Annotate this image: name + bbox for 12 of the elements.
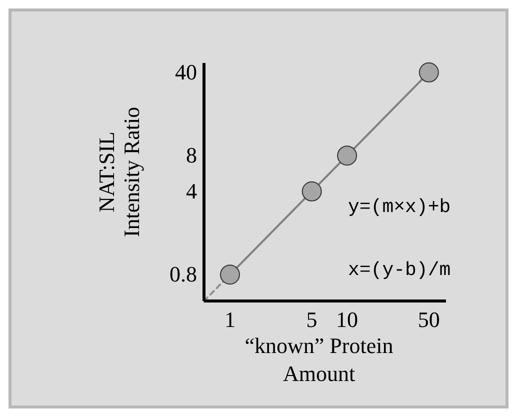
y-axis-title: NAT:SIL Intensity Ratio <box>94 106 144 238</box>
x-tick-label: 5 <box>306 307 318 332</box>
annotation: y=(m×x)+b <box>348 196 451 218</box>
y-tick-label: 4 <box>186 178 197 204</box>
x-tick-label: 10 <box>336 307 358 332</box>
y-tick-label: 0.8 <box>170 262 197 287</box>
x-tick-label: 1 <box>224 307 236 332</box>
y-tick-label: 8 <box>186 142 197 168</box>
y-tick-label: 40 <box>175 59 197 84</box>
x-axis-title: “known” Protein Amount <box>244 333 394 386</box>
x-tick-label: 50 <box>418 307 440 332</box>
annotation: x=(y-b)/m <box>348 259 451 281</box>
